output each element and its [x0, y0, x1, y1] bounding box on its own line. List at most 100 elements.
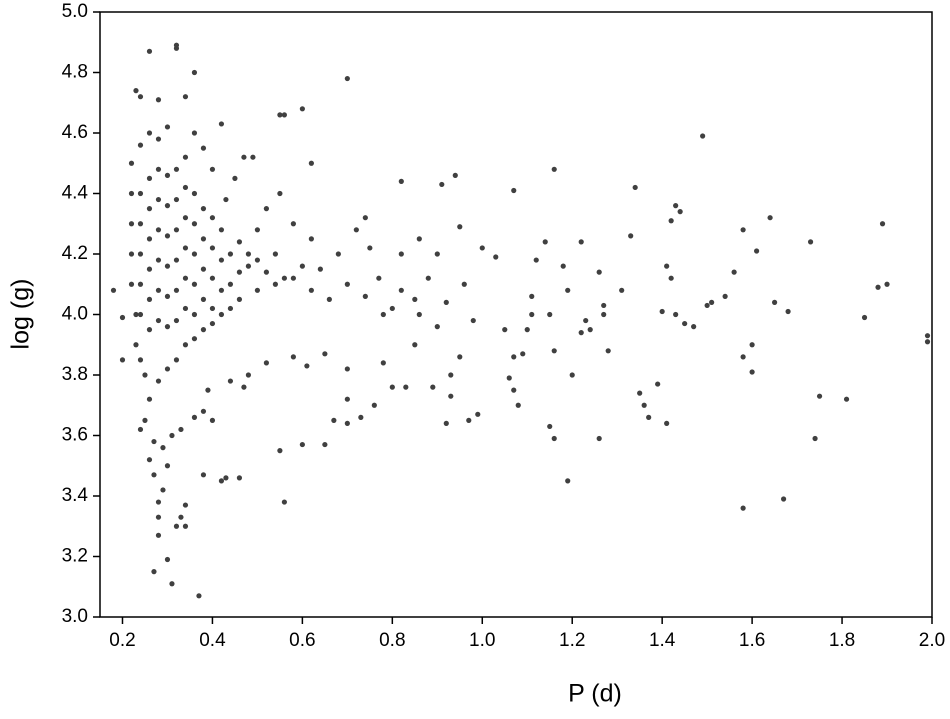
point	[389, 305, 395, 312]
point	[533, 257, 539, 263]
point	[596, 435, 602, 442]
point	[434, 251, 440, 257]
point	[412, 296, 418, 302]
point	[659, 308, 665, 315]
point	[254, 287, 261, 293]
point	[924, 339, 931, 345]
point	[227, 305, 234, 312]
point	[209, 215, 216, 221]
point	[511, 387, 517, 393]
point	[565, 287, 571, 293]
point	[664, 420, 670, 426]
point	[470, 317, 476, 324]
point	[565, 478, 571, 484]
point	[200, 206, 207, 212]
point	[169, 581, 175, 587]
point	[142, 372, 148, 378]
y-tick-label: 4.8	[62, 62, 88, 83]
point	[601, 311, 607, 318]
point	[142, 417, 148, 423]
point	[155, 196, 162, 203]
point	[344, 281, 350, 287]
x-tick-label: 0.2	[109, 630, 135, 651]
point	[155, 257, 162, 263]
point	[299, 106, 305, 112]
point	[412, 342, 418, 348]
point	[434, 324, 440, 330]
point	[529, 293, 535, 299]
point	[128, 221, 135, 227]
point	[884, 281, 890, 287]
point	[344, 396, 350, 402]
point	[250, 154, 256, 160]
point	[547, 311, 553, 318]
point	[160, 487, 166, 493]
point	[700, 133, 706, 139]
point	[277, 190, 283, 197]
point	[146, 175, 153, 181]
point	[155, 378, 162, 384]
point	[173, 227, 180, 233]
point	[335, 251, 341, 257]
point	[227, 281, 234, 287]
point	[362, 215, 368, 221]
point	[146, 327, 153, 333]
point	[493, 254, 499, 260]
point	[146, 206, 153, 212]
point	[816, 393, 823, 399]
point	[223, 196, 229, 203]
point	[780, 496, 787, 502]
point	[430, 384, 436, 390]
point	[664, 263, 670, 269]
point	[191, 311, 198, 318]
point	[646, 414, 652, 420]
point	[677, 209, 683, 215]
point	[709, 299, 715, 305]
point	[173, 166, 180, 172]
plot-frame	[99, 11, 933, 618]
point	[164, 172, 171, 178]
point	[637, 390, 643, 396]
point	[209, 320, 216, 327]
point	[191, 69, 198, 76]
point	[731, 269, 737, 275]
point	[358, 414, 364, 420]
point	[218, 287, 225, 293]
point	[861, 314, 868, 321]
point	[164, 556, 171, 563]
point	[146, 130, 153, 136]
point	[178, 426, 184, 433]
point	[218, 227, 225, 233]
point	[133, 88, 139, 94]
point	[380, 360, 386, 366]
point	[551, 435, 557, 442]
point	[452, 172, 458, 178]
point	[673, 203, 679, 209]
point	[209, 417, 216, 423]
point	[254, 257, 261, 263]
point	[520, 351, 526, 357]
point	[655, 381, 661, 387]
point	[164, 124, 171, 130]
point	[551, 348, 557, 354]
point	[191, 221, 198, 227]
point	[443, 420, 449, 426]
point	[263, 360, 269, 366]
y-tick-label: 3.0	[62, 606, 88, 627]
point	[277, 448, 283, 454]
point	[164, 463, 171, 469]
point	[173, 196, 180, 203]
point	[304, 363, 310, 369]
point	[146, 266, 153, 272]
point	[263, 269, 269, 275]
point	[137, 251, 144, 257]
point	[196, 593, 202, 599]
point	[605, 348, 611, 354]
point	[146, 236, 153, 242]
point	[290, 275, 296, 281]
point	[245, 372, 252, 378]
point	[601, 302, 607, 309]
point	[227, 251, 234, 257]
point	[155, 514, 162, 520]
point	[137, 190, 144, 197]
